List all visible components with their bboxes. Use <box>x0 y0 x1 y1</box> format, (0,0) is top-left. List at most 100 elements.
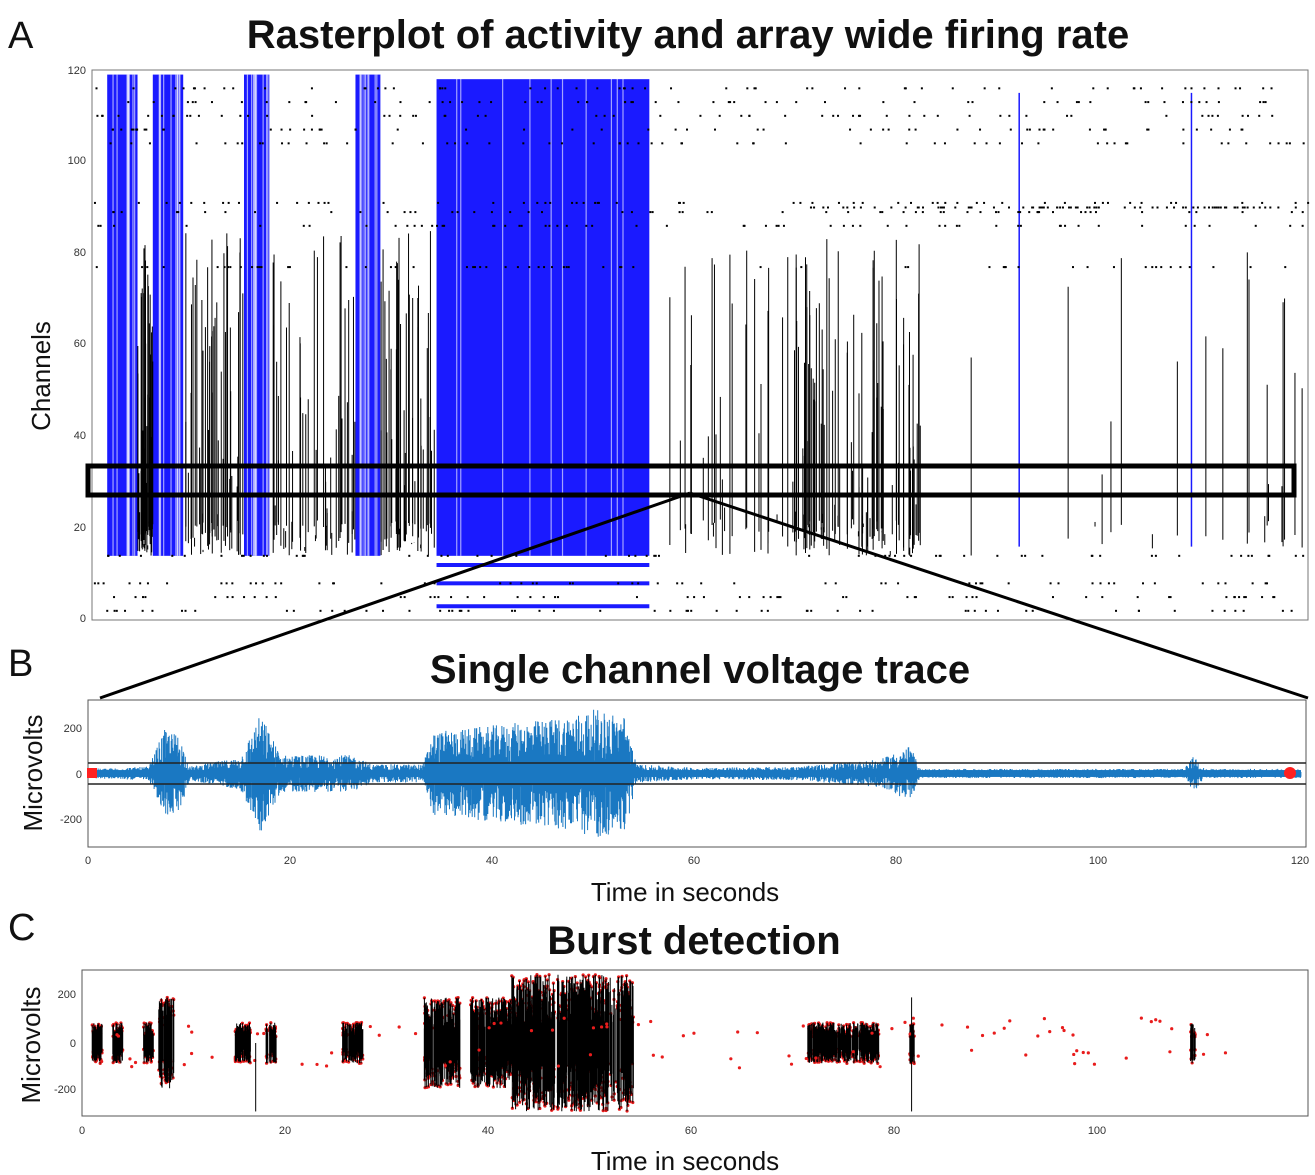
raster-spike <box>412 266 415 269</box>
raster-spike <box>485 266 488 269</box>
raster-spike <box>837 114 840 117</box>
raster-spike <box>1099 554 1102 557</box>
raster-spike <box>1077 224 1080 227</box>
raster-spike <box>1049 582 1052 585</box>
xtick-label: 40 <box>482 1125 494 1137</box>
raster-spike <box>842 224 845 227</box>
raster-spike <box>556 87 559 90</box>
raster-spike <box>413 224 416 227</box>
raster-spike <box>540 101 543 104</box>
raster-spike <box>939 206 942 209</box>
detected-spike <box>556 1064 561 1068</box>
raster-spike <box>1139 87 1142 90</box>
raster-spike <box>1271 114 1274 117</box>
raster-spike <box>1106 201 1109 204</box>
raster-spike <box>1217 87 1220 90</box>
raster-spike <box>631 101 634 104</box>
raster-blue-row <box>436 563 650 567</box>
raster-spike <box>292 609 295 612</box>
raster-spike <box>1281 609 1284 612</box>
raster-spike <box>963 554 966 557</box>
raster-spike <box>808 554 811 557</box>
panel-c-xlabel: Time in seconds <box>591 1146 779 1175</box>
raster-spike <box>596 87 599 90</box>
raster-spike <box>437 201 440 204</box>
raster-spike <box>396 128 399 131</box>
zoom-line-right <box>689 491 1309 700</box>
raster-spike <box>191 101 194 104</box>
raster-band-gap <box>246 74 249 556</box>
raster-spike <box>615 201 618 204</box>
raster-spike <box>857 554 860 557</box>
raster-spike <box>842 596 845 599</box>
raster-spike <box>1267 554 1270 557</box>
raster-band-gap <box>116 74 118 556</box>
detected-spike <box>443 1063 447 1068</box>
raster-spike <box>476 114 479 117</box>
raster-spike <box>996 609 999 612</box>
raster-spike <box>178 201 181 204</box>
raster-spike <box>1169 596 1172 599</box>
raster-spike <box>1216 114 1219 117</box>
raster-spike <box>908 114 911 117</box>
raster-spike <box>647 128 650 131</box>
burst-spike-trough <box>471 1081 475 1085</box>
raster-spike <box>1269 142 1272 145</box>
burst-spike-peak <box>575 981 579 985</box>
detected-spike <box>729 1057 733 1061</box>
raster-spike <box>979 128 982 131</box>
raster-spike <box>654 554 657 557</box>
raster-spike <box>1195 211 1198 214</box>
raster-spike <box>189 114 192 117</box>
raster-spike <box>1037 211 1040 214</box>
raster-spike <box>933 142 936 145</box>
detected-spike <box>1201 1052 1206 1056</box>
raster-spike <box>112 211 115 214</box>
raster-spike <box>575 201 578 204</box>
raster-spike <box>762 596 765 599</box>
raster-spike <box>1092 87 1095 90</box>
raster-spike <box>1066 114 1069 117</box>
raster-spike <box>942 206 945 209</box>
raster-spike <box>1173 609 1176 612</box>
burst-segment <box>158 997 175 1089</box>
burst-spike-trough <box>631 1100 635 1105</box>
raster-spike <box>1084 211 1087 214</box>
raster-spike <box>1179 266 1182 269</box>
raster-spike <box>190 201 193 204</box>
raster-spike <box>964 609 967 612</box>
burst-segment <box>511 974 634 1112</box>
raster-band-gap <box>253 74 255 556</box>
raster-spike <box>676 582 679 585</box>
raster-spike <box>569 582 572 585</box>
raster-spike <box>836 609 839 612</box>
raster-spike <box>522 201 525 204</box>
detected-spike <box>210 1055 214 1059</box>
raster-spike <box>981 582 984 585</box>
raster-spike <box>194 609 197 612</box>
raster-spike <box>1124 142 1127 145</box>
detected-spike <box>1158 1019 1162 1023</box>
raster-spike <box>1252 206 1255 209</box>
raster-spike <box>902 211 905 214</box>
raster-spike <box>992 206 995 209</box>
raster-spike <box>467 609 470 612</box>
raster-spike <box>565 224 568 227</box>
raster-spike <box>204 211 207 214</box>
raster-band-gap <box>132 74 134 556</box>
detected-spike <box>550 1028 555 1032</box>
raster-spike <box>203 201 206 204</box>
raster-spike <box>280 582 283 585</box>
detected-spike <box>262 1031 266 1036</box>
raster-spike <box>806 87 809 90</box>
ytick-label: 60 <box>74 338 86 350</box>
raster-spike <box>1068 206 1071 209</box>
raster-band-gap <box>159 74 162 556</box>
raster-spike <box>1211 114 1214 117</box>
raster-spike <box>1074 206 1077 209</box>
raster-spike <box>1294 554 1297 557</box>
raster-band-gap <box>460 74 462 556</box>
detected-spike <box>562 1016 566 1020</box>
raster-spike <box>260 266 263 269</box>
raster-spike <box>776 596 779 599</box>
